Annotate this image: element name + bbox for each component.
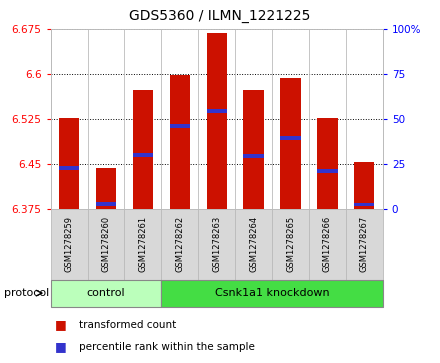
Bar — [354, 162, 374, 209]
Bar — [309, 209, 346, 280]
Bar — [59, 166, 79, 170]
Bar — [243, 154, 264, 158]
Bar — [125, 209, 161, 280]
Bar — [161, 280, 383, 307]
Text: GSM1278261: GSM1278261 — [138, 216, 147, 272]
Bar — [96, 168, 116, 209]
Bar — [161, 209, 198, 280]
Bar — [317, 118, 337, 209]
Bar — [96, 202, 116, 206]
Text: GDS5360 / ILMN_1221225: GDS5360 / ILMN_1221225 — [129, 9, 311, 23]
Bar — [133, 90, 153, 209]
Text: protocol: protocol — [4, 288, 50, 298]
Bar — [272, 209, 309, 280]
Bar — [243, 90, 264, 209]
Bar — [88, 209, 125, 280]
Text: GSM1278267: GSM1278267 — [360, 216, 369, 272]
Bar — [206, 33, 227, 209]
Bar — [280, 78, 301, 209]
Bar — [133, 153, 153, 156]
Text: ■: ■ — [55, 340, 67, 353]
Text: GSM1278263: GSM1278263 — [212, 216, 221, 272]
Text: percentile rank within the sample: percentile rank within the sample — [79, 342, 255, 352]
Bar — [317, 169, 337, 173]
Bar — [198, 209, 235, 280]
Text: Csnk1a1 knockdown: Csnk1a1 knockdown — [215, 288, 330, 298]
Text: GSM1278262: GSM1278262 — [175, 216, 184, 272]
Text: GSM1278259: GSM1278259 — [65, 216, 73, 272]
Bar — [280, 136, 301, 140]
Text: ■: ■ — [55, 318, 67, 331]
Bar — [51, 209, 88, 280]
Text: GSM1278266: GSM1278266 — [323, 216, 332, 272]
Text: GSM1278264: GSM1278264 — [249, 216, 258, 272]
Bar — [51, 280, 161, 307]
Bar — [235, 209, 272, 280]
Text: control: control — [87, 288, 125, 298]
Text: GSM1278265: GSM1278265 — [286, 216, 295, 272]
Text: transformed count: transformed count — [79, 320, 176, 330]
Text: GSM1278260: GSM1278260 — [102, 216, 110, 272]
Bar — [354, 203, 374, 206]
Bar — [59, 118, 79, 209]
Bar — [346, 209, 383, 280]
Bar — [206, 109, 227, 113]
Bar — [170, 124, 190, 128]
Bar — [170, 75, 190, 209]
